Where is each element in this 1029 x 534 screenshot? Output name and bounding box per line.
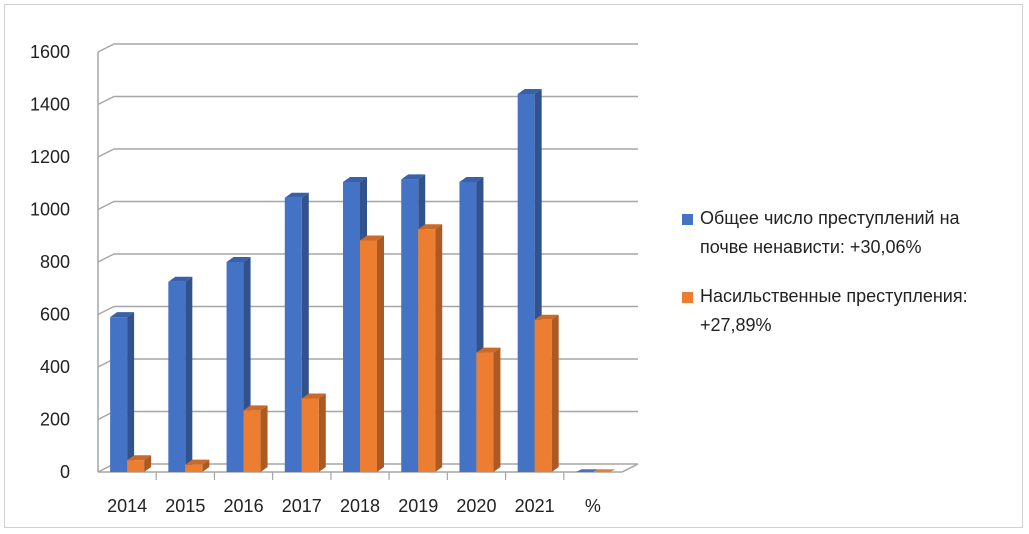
y-tick-label: 1400 [30,95,70,115]
x-tick-label: 2021 [515,496,555,516]
bar-total [110,312,135,472]
gridline [97,43,638,53]
legend-label-total: Общее число преступлений на почве ненави… [700,208,960,257]
gridline [97,95,638,106]
bar-violent [360,235,384,472]
y-tick-label: 800 [40,252,70,272]
bar-violent [243,405,268,472]
gridline [97,200,638,211]
legend-item-violent: Насильственные преступления: +27,89% [682,282,1012,340]
x-tick-label: 2019 [398,496,438,516]
y-tick-label: 400 [40,357,70,377]
x-tick-label: 2014 [107,496,147,516]
legend-item-total: Общее число преступлений на почве ненави… [682,204,1012,262]
x-axis-ticks: 2014 2015 2016 2017 2018 2019 2020 2021% [107,496,601,516]
legend-swatch-violent [682,292,693,303]
x-tick-label: 2016 [224,496,264,516]
y-tick-label: 600 [40,305,70,325]
bar-total [575,469,599,472]
bars [110,89,616,472]
bar-violent [476,347,501,472]
x-tick-label: 2015 [165,496,205,516]
legend: Общее число преступлений на почве ненави… [682,204,1012,360]
y-tick-label: 0 [60,462,70,482]
bar-violent [592,469,616,472]
bar-violent [127,455,152,472]
y-tick-label: 1000 [30,200,70,220]
bar-violent [301,393,326,472]
bar-violent [418,224,443,472]
y-tick-label: 1200 [30,147,70,167]
y-tick-label: 1600 [30,42,70,62]
y-tick-label: 200 [40,410,70,430]
bar-total [168,276,193,472]
x-tick-label: 2020 [456,496,496,516]
legend-swatch-total [682,214,693,225]
gridline [97,148,638,158]
axes [97,52,639,480]
x-tick-label: 2018 [340,496,380,516]
y-axis-ticks: 0 200 400 600 800 1000 1200 1400 1600 [30,42,70,482]
bar-violent [534,314,559,472]
x-tick-label: 2017 [282,496,322,516]
legend-label-violent: Насильственные преступления: +27,89% [700,286,968,335]
x-tick-label: % [585,496,601,516]
bar-violent [185,459,210,472]
